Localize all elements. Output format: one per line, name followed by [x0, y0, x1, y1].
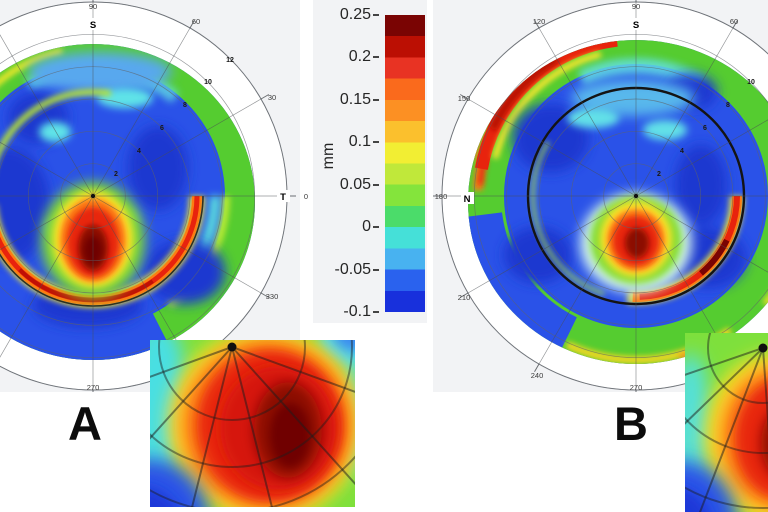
panel-label-a: A: [68, 397, 102, 450]
svg-text:240: 240: [531, 371, 544, 380]
svg-text:210: 210: [458, 293, 471, 302]
svg-text:12: 12: [226, 57, 234, 64]
compass-nasal-b: N: [464, 194, 471, 205]
svg-text:30: 30: [268, 93, 276, 102]
colorbar-gradient: [385, 15, 425, 312]
map-center-dot-a: [90, 193, 96, 199]
ring-labels-b: 2 4 6 8 10: [657, 79, 755, 178]
svg-text:0: 0: [304, 192, 308, 201]
colorbar-tick: 0.05: [313, 176, 379, 193]
colorbar-tick: -0.1: [313, 304, 379, 320]
colorbar-tick: 0: [313, 219, 379, 235]
colorbar-tick: 0.1: [313, 134, 379, 150]
polar-grid-b: [433, 0, 768, 392]
ring-labels-a: 2 4 6 8 10 12: [114, 57, 234, 178]
svg-text:2: 2: [114, 171, 118, 178]
svg-text:60: 60: [730, 17, 738, 26]
svg-text:10: 10: [204, 79, 212, 86]
svg-text:180: 180: [435, 192, 448, 201]
svg-text:2: 2: [657, 171, 661, 178]
polar-map-a: S T 90 60 30 0 330 270 2 4 6 8 10 12: [0, 0, 308, 392]
svg-text:8: 8: [183, 102, 187, 109]
svg-text:4: 4: [680, 148, 684, 155]
svg-text:90: 90: [632, 2, 640, 11]
inset-b-grid: [685, 333, 768, 512]
svg-text:270: 270: [87, 383, 100, 392]
inset-a-grid: [150, 340, 355, 507]
svg-text:330: 330: [266, 292, 279, 301]
compass-temporal-a: T: [280, 192, 286, 203]
inset-zoom-b: [685, 333, 768, 512]
svg-text:60: 60: [192, 17, 200, 26]
svg-text:8: 8: [726, 102, 730, 109]
svg-text:90: 90: [89, 2, 97, 11]
colorbar-tick: 0.2: [313, 49, 379, 65]
map-center-dot-b: [633, 193, 639, 199]
angle-labels-a: 90 60 30 0 330 270: [87, 2, 308, 392]
colorbar-panel: mm 0.25 0.2 0.15 0.1 0.05 0 -0.05 -0.1: [313, 0, 427, 323]
svg-text:6: 6: [160, 125, 164, 132]
colorbar-tick: 0.25: [313, 7, 379, 23]
polar-map-b: S N 90 120 150 180 210 240 270 60 2 4 6 …: [433, 0, 768, 392]
svg-text:150: 150: [458, 94, 471, 103]
compass-superior-a: S: [90, 20, 96, 31]
angle-labels-b: 90 120 150 180 210 240 270 60: [435, 2, 738, 392]
svg-text:10: 10: [747, 79, 755, 86]
colorbar-tick: -0.05: [313, 261, 379, 278]
svg-text:120: 120: [533, 17, 546, 26]
svg-text:270: 270: [630, 383, 643, 392]
svg-text:4: 4: [137, 148, 141, 155]
light-blue-patches-b: [567, 80, 695, 140]
panel-label-b: B: [614, 397, 648, 450]
svg-text:6: 6: [703, 125, 707, 132]
colorbar-tick: 0.15: [313, 91, 379, 108]
inset-zoom-a: [150, 340, 355, 507]
compass-superior-b: S: [633, 20, 639, 31]
